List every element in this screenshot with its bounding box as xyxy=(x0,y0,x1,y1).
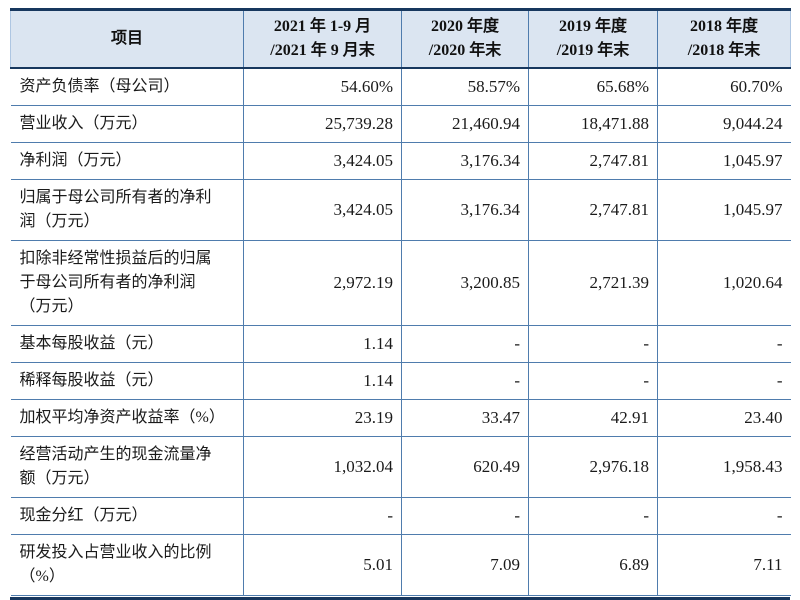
row-label: 归属于母公司所有者的净利润（万元） xyxy=(10,179,244,241)
table-row: 基本每股收益（元） 1.14- - - xyxy=(10,325,791,363)
table-row: 加权平均净资产收益率（%） 23.19 33.47 42.91 23.40 xyxy=(10,399,791,437)
table-row: 归属于母公司所有者的净利润（万元） 3,424.05 3,176.34 2,747.8… xyxy=(10,179,791,241)
row-label: 稀释每股收益（元） xyxy=(10,362,244,400)
period-line2: /2020 年末 xyxy=(428,42,502,59)
row-label: 营业收入（万元） xyxy=(10,105,244,143)
table-row: 扣除非经常性损益后的归属于母公司所有者的净利润（万元） 2,972.19 3,200… xyxy=(10,240,791,326)
value-cell: - xyxy=(657,497,791,535)
value-cell: 21,460.94 xyxy=(401,105,529,143)
value-cell: - xyxy=(528,325,658,363)
value-cell: 1.14 xyxy=(243,362,402,400)
value-cell: 23.19 xyxy=(243,399,402,437)
row-label: 资产负债率（母公司） xyxy=(10,68,244,106)
value-cell: 58.57% xyxy=(401,68,529,106)
table-row: 稀释每股收益（元） 1.14- - - xyxy=(10,362,791,400)
table-row: 营业收入（万元） 25,739.28 21,460.94 18,471.88 9,044… xyxy=(10,105,791,143)
value-cell: 1.14 xyxy=(243,325,402,363)
value-cell: 7.11 xyxy=(657,534,791,596)
value-cell: 5.01 xyxy=(243,534,402,596)
value-cell: 42.91 xyxy=(528,399,658,437)
table-row: 资产负债率（母公司） 54.60% 58.57% 65.68% 60.70% xyxy=(10,68,791,106)
row-label: 加权平均净资产收益率（%） xyxy=(10,399,244,437)
period-line1: 2018 年度 xyxy=(689,18,758,35)
value-cell: 2,972.19 xyxy=(243,240,402,326)
value-cell: 23.40 xyxy=(657,399,791,437)
value-cell: - xyxy=(528,362,658,400)
row-label: 研发投入占营业收入的比例（%） xyxy=(10,534,244,596)
value-cell: 3,176.34 xyxy=(401,142,529,180)
value-cell: 60.70% xyxy=(657,68,791,106)
column-header-period: 2021 年 1-9 月/2021 年 9 月末 xyxy=(243,9,402,69)
value-cell: 1,958.43 xyxy=(657,436,791,498)
value-cell: 3,176.34 xyxy=(401,179,529,241)
period-line1: 2020 年度 xyxy=(430,18,499,35)
value-cell: - xyxy=(401,325,529,363)
value-cell: 65.68% xyxy=(528,68,658,106)
column-header-period: 2019 年度/2019 年末 xyxy=(528,9,658,69)
value-cell: - xyxy=(657,325,791,363)
row-label: 扣除非经常性损益后的归属于母公司所有者的净利润（万元） xyxy=(10,240,244,326)
value-cell: 25,739.28 xyxy=(243,105,402,143)
value-cell: - xyxy=(243,497,402,535)
column-header-period: 2020 年度/2020 年末 xyxy=(401,9,529,69)
value-cell: 2,747.81 xyxy=(528,142,658,180)
value-cell: - xyxy=(657,362,791,400)
financial-summary-table: 项目 2021 年 1-9 月/2021 年 9 月末 2020 年度/2020 年… xyxy=(10,8,791,596)
row-label: 现金分红（万元） xyxy=(10,497,244,535)
value-cell: 2,747.81 xyxy=(528,179,658,241)
value-cell: 3,424.05 xyxy=(243,142,402,180)
value-cell: 620.49 xyxy=(401,436,529,498)
value-cell: - xyxy=(401,362,529,400)
column-header-period: 2018 年度/2018 年末 xyxy=(657,9,791,69)
period-line1: 2021 年 1-9 月 xyxy=(273,18,372,35)
value-cell: 1,032.04 xyxy=(243,436,402,498)
value-cell: 1,020.64 xyxy=(657,240,791,326)
period-line2: /2021 年 9 月末 xyxy=(270,42,375,59)
value-cell: 2,976.18 xyxy=(528,436,658,498)
table-row: 净利润（万元） 3,424.05 3,176.34 2,747.81 1,045.97 xyxy=(10,142,791,180)
value-cell: 54.60% xyxy=(243,68,402,106)
value-cell: 1,045.97 xyxy=(657,179,791,241)
value-cell: - xyxy=(401,497,529,535)
row-label: 经营活动产生的现金流量净额（万元） xyxy=(10,436,244,498)
row-label: 净利润（万元） xyxy=(10,142,244,180)
row-label: 基本每股收益（元） xyxy=(10,325,244,363)
table-row: 经营活动产生的现金流量净额（万元） 1,032.04 620.49 2,976.18 1… xyxy=(10,436,791,498)
value-cell: - xyxy=(528,497,658,535)
value-cell: 3,200.85 xyxy=(401,240,529,326)
table-row: 现金分红（万元） - - - - xyxy=(10,497,791,535)
value-cell: 3,424.05 xyxy=(243,179,402,241)
column-header-item: 项目 xyxy=(10,9,244,69)
value-cell: 2,721.39 xyxy=(528,240,658,326)
header-row: 项目 2021 年 1-9 月/2021 年 9 月末 2020 年度/2020 年… xyxy=(10,9,791,69)
financial-table-wrapper: 项目 2021 年 1-9 月/2021 年 9 月末 2020 年度/2020 年… xyxy=(10,8,791,600)
period-line1: 2019 年度 xyxy=(558,18,627,35)
value-cell: 18,471.88 xyxy=(528,105,658,143)
value-cell: 9,044.24 xyxy=(657,105,791,143)
value-cell: 7.09 xyxy=(401,534,529,596)
period-line2: /2019 年末 xyxy=(556,42,630,59)
value-cell: 1,045.97 xyxy=(657,142,791,180)
value-cell: 33.47 xyxy=(401,399,529,437)
value-cell: 6.89 xyxy=(528,534,658,596)
table-row: 研发投入占营业收入的比例（%） 5.01 7.09 6.89 7.11 xyxy=(10,534,791,596)
period-line2: /2018 年末 xyxy=(687,42,761,59)
